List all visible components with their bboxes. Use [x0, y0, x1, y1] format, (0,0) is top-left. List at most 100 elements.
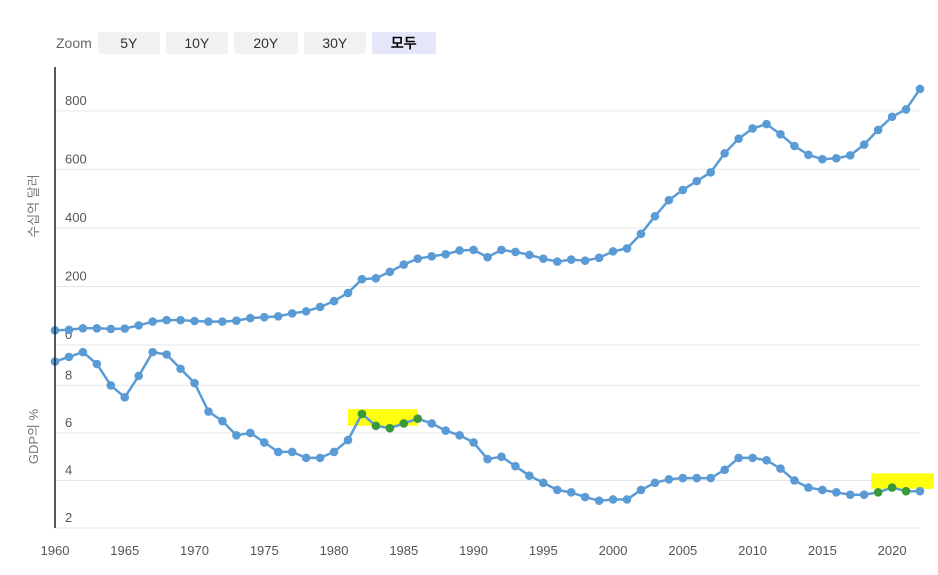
data-point	[92, 359, 102, 369]
data-point	[511, 247, 520, 257]
x-tick-label: 2005	[668, 543, 697, 558]
y-axis-title: GDP의 %	[26, 408, 41, 464]
data-point	[901, 486, 911, 496]
highlight-box	[871, 473, 934, 489]
zoom-20y-button[interactable]: 20Y	[233, 32, 298, 54]
zoom-30y-button[interactable]: 30Y	[303, 32, 366, 54]
data-point	[218, 416, 227, 426]
data-point	[636, 485, 646, 495]
data-point	[329, 447, 339, 457]
data-point	[497, 452, 506, 462]
data-point	[246, 428, 255, 438]
data-point	[134, 321, 144, 330]
data-point	[413, 254, 423, 263]
data-point	[818, 154, 827, 164]
data-point	[371, 421, 381, 431]
data-point	[413, 414, 423, 423]
data-point	[622, 495, 632, 504]
data-point	[273, 312, 283, 321]
data-point	[301, 307, 311, 316]
data-point	[441, 249, 450, 259]
x-tick-label: 1995	[529, 543, 558, 558]
data-point	[776, 464, 785, 473]
data-point	[859, 140, 869, 149]
data-point	[483, 454, 492, 464]
data-point	[329, 296, 339, 306]
data-point	[343, 435, 353, 445]
data-point	[399, 260, 409, 269]
data-point	[204, 407, 213, 416]
data-point	[873, 488, 883, 497]
data-point	[148, 347, 157, 357]
data-point	[594, 253, 604, 263]
data-point	[608, 495, 618, 504]
data-point	[845, 490, 855, 500]
x-tick-label: 2015	[808, 543, 837, 558]
data-point	[120, 324, 130, 333]
data-point	[859, 490, 869, 500]
data-point	[315, 302, 325, 312]
data-point	[287, 309, 297, 318]
x-tick-label: 2020	[878, 543, 907, 558]
data-point	[525, 471, 534, 481]
data-point	[887, 483, 897, 492]
x-tick-label: 1985	[389, 543, 418, 558]
y-tick-label: 4	[65, 462, 72, 477]
data-point	[636, 229, 646, 239]
data-point	[748, 453, 757, 463]
data-point	[120, 392, 130, 402]
data-point	[469, 245, 478, 255]
x-tick-label: 2000	[599, 543, 628, 558]
data-point	[539, 478, 548, 488]
data-point	[580, 492, 590, 502]
data-point	[762, 119, 771, 129]
data-point	[190, 316, 199, 326]
data-point	[357, 409, 367, 419]
data-point	[664, 195, 674, 205]
data-point	[287, 447, 297, 457]
data-point	[776, 130, 785, 139]
data-point	[162, 350, 171, 359]
x-tick-label: 1980	[320, 543, 349, 558]
data-point	[78, 324, 88, 333]
data-point	[678, 473, 688, 483]
data-point	[525, 250, 534, 260]
data-point	[650, 211, 660, 221]
data-point	[552, 485, 562, 495]
zoom-10y-button[interactable]: 10Y	[165, 32, 228, 54]
data-point	[915, 486, 925, 496]
data-point	[497, 245, 506, 255]
data-point	[106, 381, 116, 390]
y-tick-label: 0	[65, 327, 72, 342]
data-point	[469, 438, 478, 447]
data-point	[399, 419, 409, 428]
data-point	[441, 426, 450, 435]
y-tick-label: 200	[65, 268, 87, 283]
data-point	[427, 252, 436, 261]
y-axis-title: 수십억 달러	[26, 174, 41, 237]
data-point	[831, 488, 841, 497]
zoom-5y-button[interactable]: 5Y	[97, 32, 160, 54]
data-point	[650, 478, 660, 488]
data-point	[790, 476, 799, 485]
x-tick-label: 1990	[459, 543, 488, 558]
data-point	[483, 252, 492, 262]
data-point	[720, 149, 729, 158]
data-point	[511, 461, 520, 471]
data-point	[232, 316, 241, 326]
data-point	[64, 352, 74, 362]
data-point	[804, 483, 813, 492]
zoom-bar: Zoom 5Y 10Y 20Y 30Y 모두	[56, 32, 442, 54]
x-tick-label: 1960	[41, 543, 70, 558]
data-point	[566, 255, 576, 264]
data-point	[190, 378, 199, 388]
data-point	[790, 141, 799, 151]
data-point	[804, 150, 813, 160]
data-point	[845, 151, 855, 160]
data-point	[385, 423, 395, 433]
zoom-all-button[interactable]: 모두	[371, 32, 436, 54]
data-point	[664, 474, 674, 484]
data-point	[720, 465, 729, 475]
y-tick-label: 6	[65, 415, 72, 430]
